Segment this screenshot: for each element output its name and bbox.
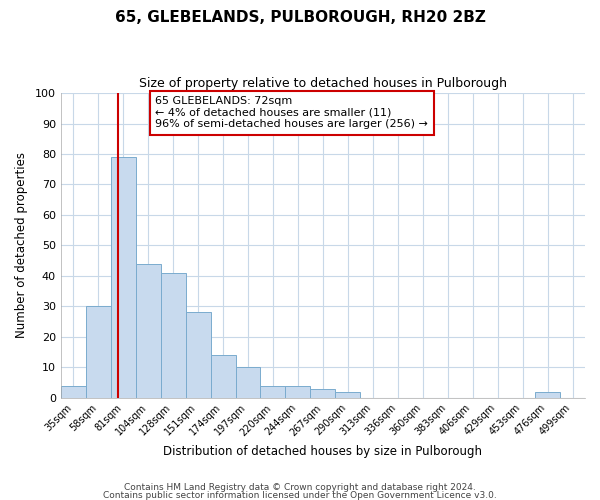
Text: 65, GLEBELANDS, PULBOROUGH, RH20 2BZ: 65, GLEBELANDS, PULBOROUGH, RH20 2BZ xyxy=(115,10,485,25)
Bar xyxy=(86,306,111,398)
Bar xyxy=(260,386,286,398)
Text: Contains HM Land Registry data © Crown copyright and database right 2024.: Contains HM Land Registry data © Crown c… xyxy=(124,484,476,492)
Bar xyxy=(535,392,560,398)
Y-axis label: Number of detached properties: Number of detached properties xyxy=(15,152,28,338)
Title: Size of property relative to detached houses in Pulborough: Size of property relative to detached ho… xyxy=(139,78,507,90)
Bar xyxy=(136,264,161,398)
Bar xyxy=(61,386,86,398)
Text: 65 GLEBELANDS: 72sqm
← 4% of detached houses are smaller (11)
96% of semi-detach: 65 GLEBELANDS: 72sqm ← 4% of detached ho… xyxy=(155,96,428,130)
Bar xyxy=(185,312,211,398)
Bar xyxy=(211,355,236,398)
Bar xyxy=(111,157,136,398)
Text: Contains public sector information licensed under the Open Government Licence v3: Contains public sector information licen… xyxy=(103,490,497,500)
Bar xyxy=(236,368,260,398)
X-axis label: Distribution of detached houses by size in Pulborough: Distribution of detached houses by size … xyxy=(163,444,482,458)
Bar xyxy=(161,273,185,398)
Bar xyxy=(286,386,310,398)
Bar xyxy=(335,392,361,398)
Bar xyxy=(310,388,335,398)
